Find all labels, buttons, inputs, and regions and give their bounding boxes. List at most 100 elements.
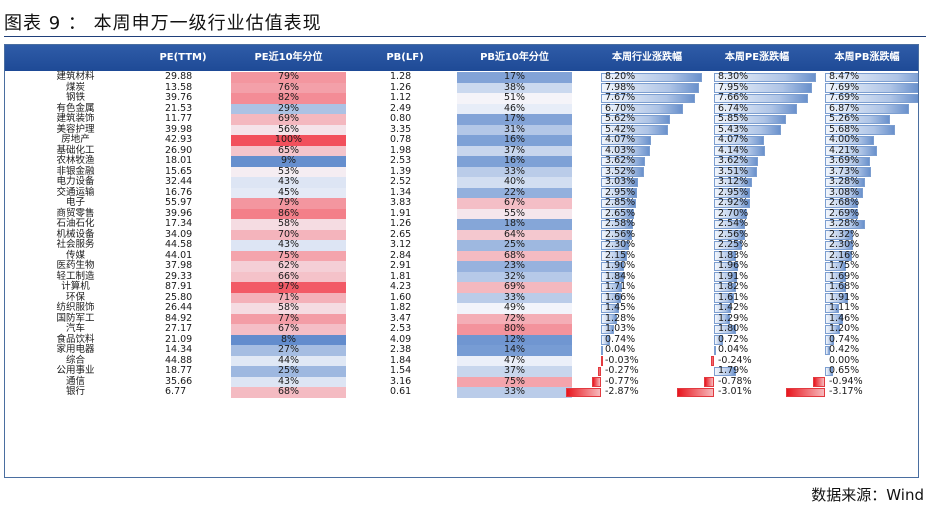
pb-change-cell: 4.00%: [825, 134, 918, 146]
pb-percentile-cell: 16%: [457, 134, 572, 146]
pb-percentile-cell: 55%: [457, 208, 572, 219]
pb-change-value: 6.87%: [829, 102, 860, 114]
pe-change-cell: 4.14%: [714, 145, 818, 157]
industry-name: 建筑材料: [56, 71, 95, 82]
pe-change-value: 1.82%: [718, 281, 749, 292]
valuation-table: PE(TTM) PE近10年分位 PB(LF) PB近10年分位 本周行业涨跌幅…: [4, 44, 919, 478]
pe-ttm-value: 84.92: [165, 312, 193, 324]
pb-lf-value: 2.91: [390, 260, 412, 271]
pe-change-bar: [714, 188, 751, 198]
table-row: 国防军工 84.92 77% 3.47 72% 1.28% 1.29% 1.46%: [5, 312, 918, 324]
pe-change-value: 7.66%: [718, 92, 749, 103]
pe-percentile-cell: 79%: [231, 197, 346, 209]
pe-change-value: 2.70%: [718, 207, 749, 219]
pe-change-bar: [714, 72, 816, 82]
industry-change-cell: 5.42%: [601, 124, 705, 136]
industry-name: 传媒: [65, 249, 85, 261]
pb-change-value: 1.91%: [829, 291, 860, 303]
pb-percentile-cell: 31%: [457, 124, 572, 135]
industry-name: 通信: [65, 375, 85, 387]
pe-change-value: 5.43%: [718, 123, 749, 135]
industry-change-bar: [601, 104, 684, 114]
industry-change-cell: 0.04%: [601, 344, 705, 356]
pe-change-value: 1.83%: [718, 249, 749, 261]
pe-percentile-cell: 77%: [231, 313, 346, 324]
pe-percentile-cell: 67%: [231, 323, 346, 335]
pe-percentile-cell: 29%: [231, 103, 346, 114]
table-row: 银行 6.77 68% 0.61 33% -2.87% -3.01% -3.17%: [5, 386, 918, 398]
industry-change-bar: [601, 261, 625, 271]
industry-change-cell: 2.58%: [601, 218, 705, 230]
pe-ttm-value: 26.90: [165, 144, 193, 156]
industry-change-cell: 2.65%: [601, 208, 705, 220]
table-row: 传媒 44.01 75% 2.84 68% 2.15% 1.83% 2.16%: [5, 249, 918, 261]
industry-change-cell: 2.30%: [601, 239, 705, 251]
pb-lf-value: 3.12: [390, 239, 412, 250]
pe-change-value: 2.92%: [718, 197, 749, 208]
industry-change-bar: [601, 72, 702, 82]
pe-change-cell: 2.95%: [714, 187, 818, 199]
pe-ttm-value: 39.76: [165, 92, 193, 103]
pe-change-cell: 0.04%: [714, 344, 818, 356]
pe-percentile-cell: 70%: [231, 229, 346, 240]
pe-ttm-value: 13.58: [165, 81, 193, 93]
pb-change-value: 1.11%: [829, 302, 860, 313]
pb-change-cell: 0.74%: [825, 333, 918, 346]
pb-percentile-cell: 17%: [457, 71, 572, 83]
pe-percentile-cell: 58%: [231, 218, 346, 230]
pb-percentile-cell: 23%: [457, 260, 572, 272]
pe-change-cell: 1.42%: [714, 302, 818, 314]
pe-change-value: -0.24%: [718, 354, 752, 366]
pb-change-value: 2.68%: [829, 197, 860, 208]
pe-change-cell: 1.82%: [714, 281, 818, 293]
pb-change-value: 1.68%: [829, 281, 860, 292]
industry-change-cell: 7.98%: [601, 82, 705, 94]
pb-percentile-cell: 67%: [457, 197, 572, 209]
pb-change-cell: 0.42%: [825, 344, 918, 356]
industry-change-value: 3.03%: [605, 176, 636, 187]
pb-change-value: -3.17%: [829, 386, 863, 397]
pb-change-bar: [825, 177, 866, 187]
industry-change-bar: [601, 324, 614, 334]
pb-change-value: 0.74%: [829, 333, 860, 345]
pe-change-cell: 7.95%: [714, 82, 818, 94]
industry-change-bar: [601, 219, 633, 229]
table-row: 煤炭 13.58 76% 1.26 38% 7.98% 7.95% 7.69%: [5, 81, 918, 94]
pe-change-cell: -0.78%: [704, 376, 818, 388]
pb-change-cell: 4.21%: [825, 145, 918, 157]
pe-percentile-cell: 25%: [231, 365, 346, 377]
industry-name: 美容护理: [56, 123, 95, 135]
pb-lf-value: 4.09: [390, 333, 412, 345]
pe-change-cell: 2.56%: [714, 229, 818, 241]
industry-change-bar: [601, 146, 651, 156]
pe-ttm-value: 34.09: [165, 228, 193, 240]
pb-lf-value: 1.91: [390, 207, 412, 219]
industry-change-value: 2.30%: [605, 239, 636, 250]
pe-percentile-cell: 86%: [231, 208, 346, 219]
pe-change-cell: 6.74%: [714, 103, 818, 115]
industry-change-bar: [601, 198, 636, 208]
industry-change-cell: 7.67%: [601, 92, 705, 104]
industry-change-cell: 1.66%: [601, 292, 705, 304]
table-row: 非银金融 15.65 53% 1.39 33% 3.52% 3.51% 3.73%: [5, 165, 918, 177]
pb-lf-value: 1.12: [390, 92, 412, 103]
industry-change-bar: [601, 240, 630, 250]
pb-change-cell: 5.68%: [825, 124, 918, 136]
pb-lf-value: 4.23: [390, 281, 412, 292]
pb-percentile-cell: 17%: [457, 113, 572, 125]
pe-change-cell: 1.79%: [714, 365, 818, 377]
pe-change-bar: [714, 167, 758, 177]
pb-percentile-cell: 80%: [457, 323, 572, 335]
pb-lf-value: 0.80: [390, 113, 412, 124]
industry-change-value: 3.62%: [605, 155, 636, 166]
pb-lf-value: 1.39: [390, 165, 412, 177]
pb-change-cell: 7.69%: [825, 92, 918, 104]
pb-lf-value: 1.98: [390, 144, 412, 156]
table-header: PE(TTM) PE近10年分位 PB(LF) PB近10年分位 本周行业涨跌幅…: [5, 45, 918, 71]
industry-change-cell: 1.90%: [601, 260, 705, 272]
pe-percentile-cell: 43%: [231, 176, 346, 188]
pb-percentile-cell: 33%: [457, 292, 572, 303]
industry-name: 综合: [65, 354, 85, 366]
pb-lf-value: 0.78: [390, 134, 412, 145]
pb-change-cell: 8.47%: [825, 71, 918, 83]
